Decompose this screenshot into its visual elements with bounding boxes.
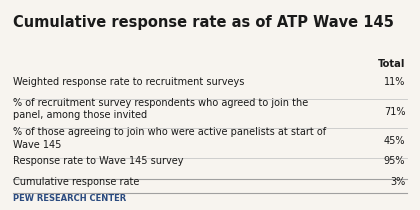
Text: 71%: 71% [384,107,405,117]
Text: 11%: 11% [384,77,405,87]
Text: 95%: 95% [384,156,405,167]
Text: % of recruitment survey respondents who agreed to join the
panel, among those in: % of recruitment survey respondents who … [13,98,308,121]
Text: Response rate to Wave 145 survey: Response rate to Wave 145 survey [13,156,183,167]
Text: 45%: 45% [384,136,405,147]
Text: Cumulative response rate: Cumulative response rate [13,177,139,188]
Text: % of those agreeing to join who were active panelists at start of
Wave 145: % of those agreeing to join who were act… [13,127,326,150]
Text: PEW RESEARCH CENTER: PEW RESEARCH CENTER [13,194,126,203]
Text: Cumulative response rate as of ATP Wave 145: Cumulative response rate as of ATP Wave … [13,15,394,30]
Text: Total: Total [378,59,405,69]
Text: 3%: 3% [390,177,405,188]
Text: Weighted response rate to recruitment surveys: Weighted response rate to recruitment su… [13,77,244,87]
